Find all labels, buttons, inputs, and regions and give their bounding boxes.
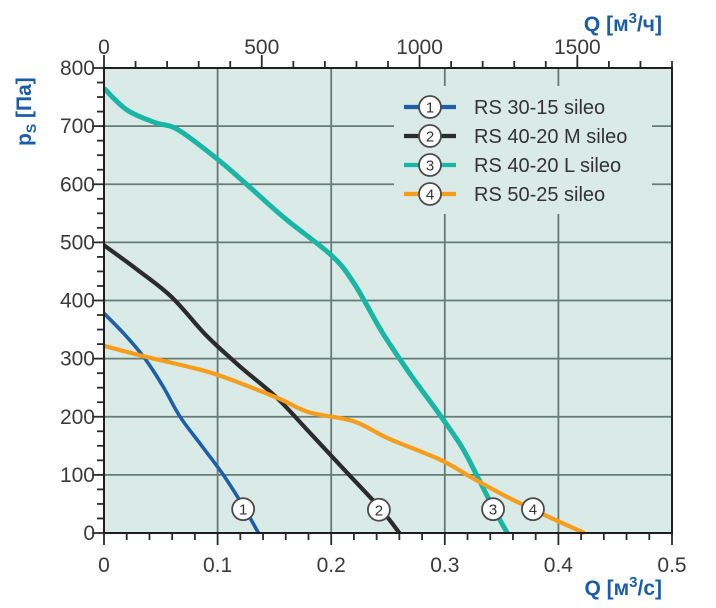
legend-circle-1 <box>418 95 442 119</box>
curve-markers-layer: 1 2 3 4 <box>231 497 545 522</box>
curve-3 <box>102 86 510 535</box>
left-tick-label: 100 <box>60 464 95 487</box>
top-tick-label: 0 <box>98 36 110 59</box>
top-tick-label: 1500 <box>554 36 601 59</box>
left-axis-title: pS [Па] <box>13 77 39 146</box>
bottom-tick-label: 0 <box>98 554 110 577</box>
left-tick-label: 400 <box>60 290 95 313</box>
curve-marker-circle-3 <box>481 497 505 522</box>
curve-marker-circle-1 <box>231 497 256 522</box>
left-tick-label: 600 <box>60 173 95 196</box>
legend-circle-2 <box>418 124 442 148</box>
bottom-axis-title: Q [м3/с] <box>584 574 662 600</box>
left-tick-label: 700 <box>60 115 95 138</box>
curve-marker-number: 3 <box>489 502 497 519</box>
legend-circle-3 <box>418 153 442 177</box>
legend-label: RS 30-15 sileo <box>474 97 605 119</box>
ticks-layer: 0 0.1 0.2 0.3 0.4 0.50 500 1000 1500010020030040… <box>60 36 687 577</box>
left-tick-label: 300 <box>60 348 95 371</box>
left-tick-label: 800 <box>60 57 95 80</box>
legend-label: RS 40-20 M sileo <box>474 126 627 148</box>
bottom-tick-label: 0.5 <box>657 554 686 577</box>
legend-circle-4 <box>418 182 442 206</box>
left-tick-label: 500 <box>60 231 95 254</box>
bottom-tick-label: 0.2 <box>317 554 346 577</box>
legend-number: 4 <box>426 187 434 204</box>
legend-number: 1 <box>426 100 434 117</box>
top-tick-label: 1000 <box>396 36 443 59</box>
curve-marker-number: 2 <box>375 502 383 519</box>
legend-label: RS 50-25 sileo <box>474 184 605 206</box>
left-tick-label: 200 <box>60 406 95 429</box>
curve-1 <box>102 312 261 534</box>
legend-layer: 1 RS 30-15 sileo 2 RS 40-20 M sileo 3 RS 40-2… <box>404 95 627 206</box>
plot-border <box>103 67 673 534</box>
curve-marker-circle-2 <box>367 497 391 522</box>
border-layer <box>103 67 673 534</box>
curve-marker-number: 4 <box>529 502 537 519</box>
top-axis-title: Q [м3/ч] <box>584 10 662 36</box>
legend-number: 2 <box>426 129 434 146</box>
bottom-tick-label: 0.1 <box>203 554 232 577</box>
top-tick-label: 500 <box>244 36 279 59</box>
legend-number: 3 <box>426 158 434 175</box>
curve-2 <box>102 243 402 535</box>
curve-marker-number: 1 <box>239 502 247 519</box>
left-tick-label: 0 <box>83 522 95 545</box>
curve-marker-circle-4 <box>521 497 545 522</box>
bottom-tick-label: 0.3 <box>430 554 459 577</box>
bottom-tick-label: 0.4 <box>544 554 574 577</box>
legend-label: RS 40-20 L sileo <box>474 155 621 177</box>
